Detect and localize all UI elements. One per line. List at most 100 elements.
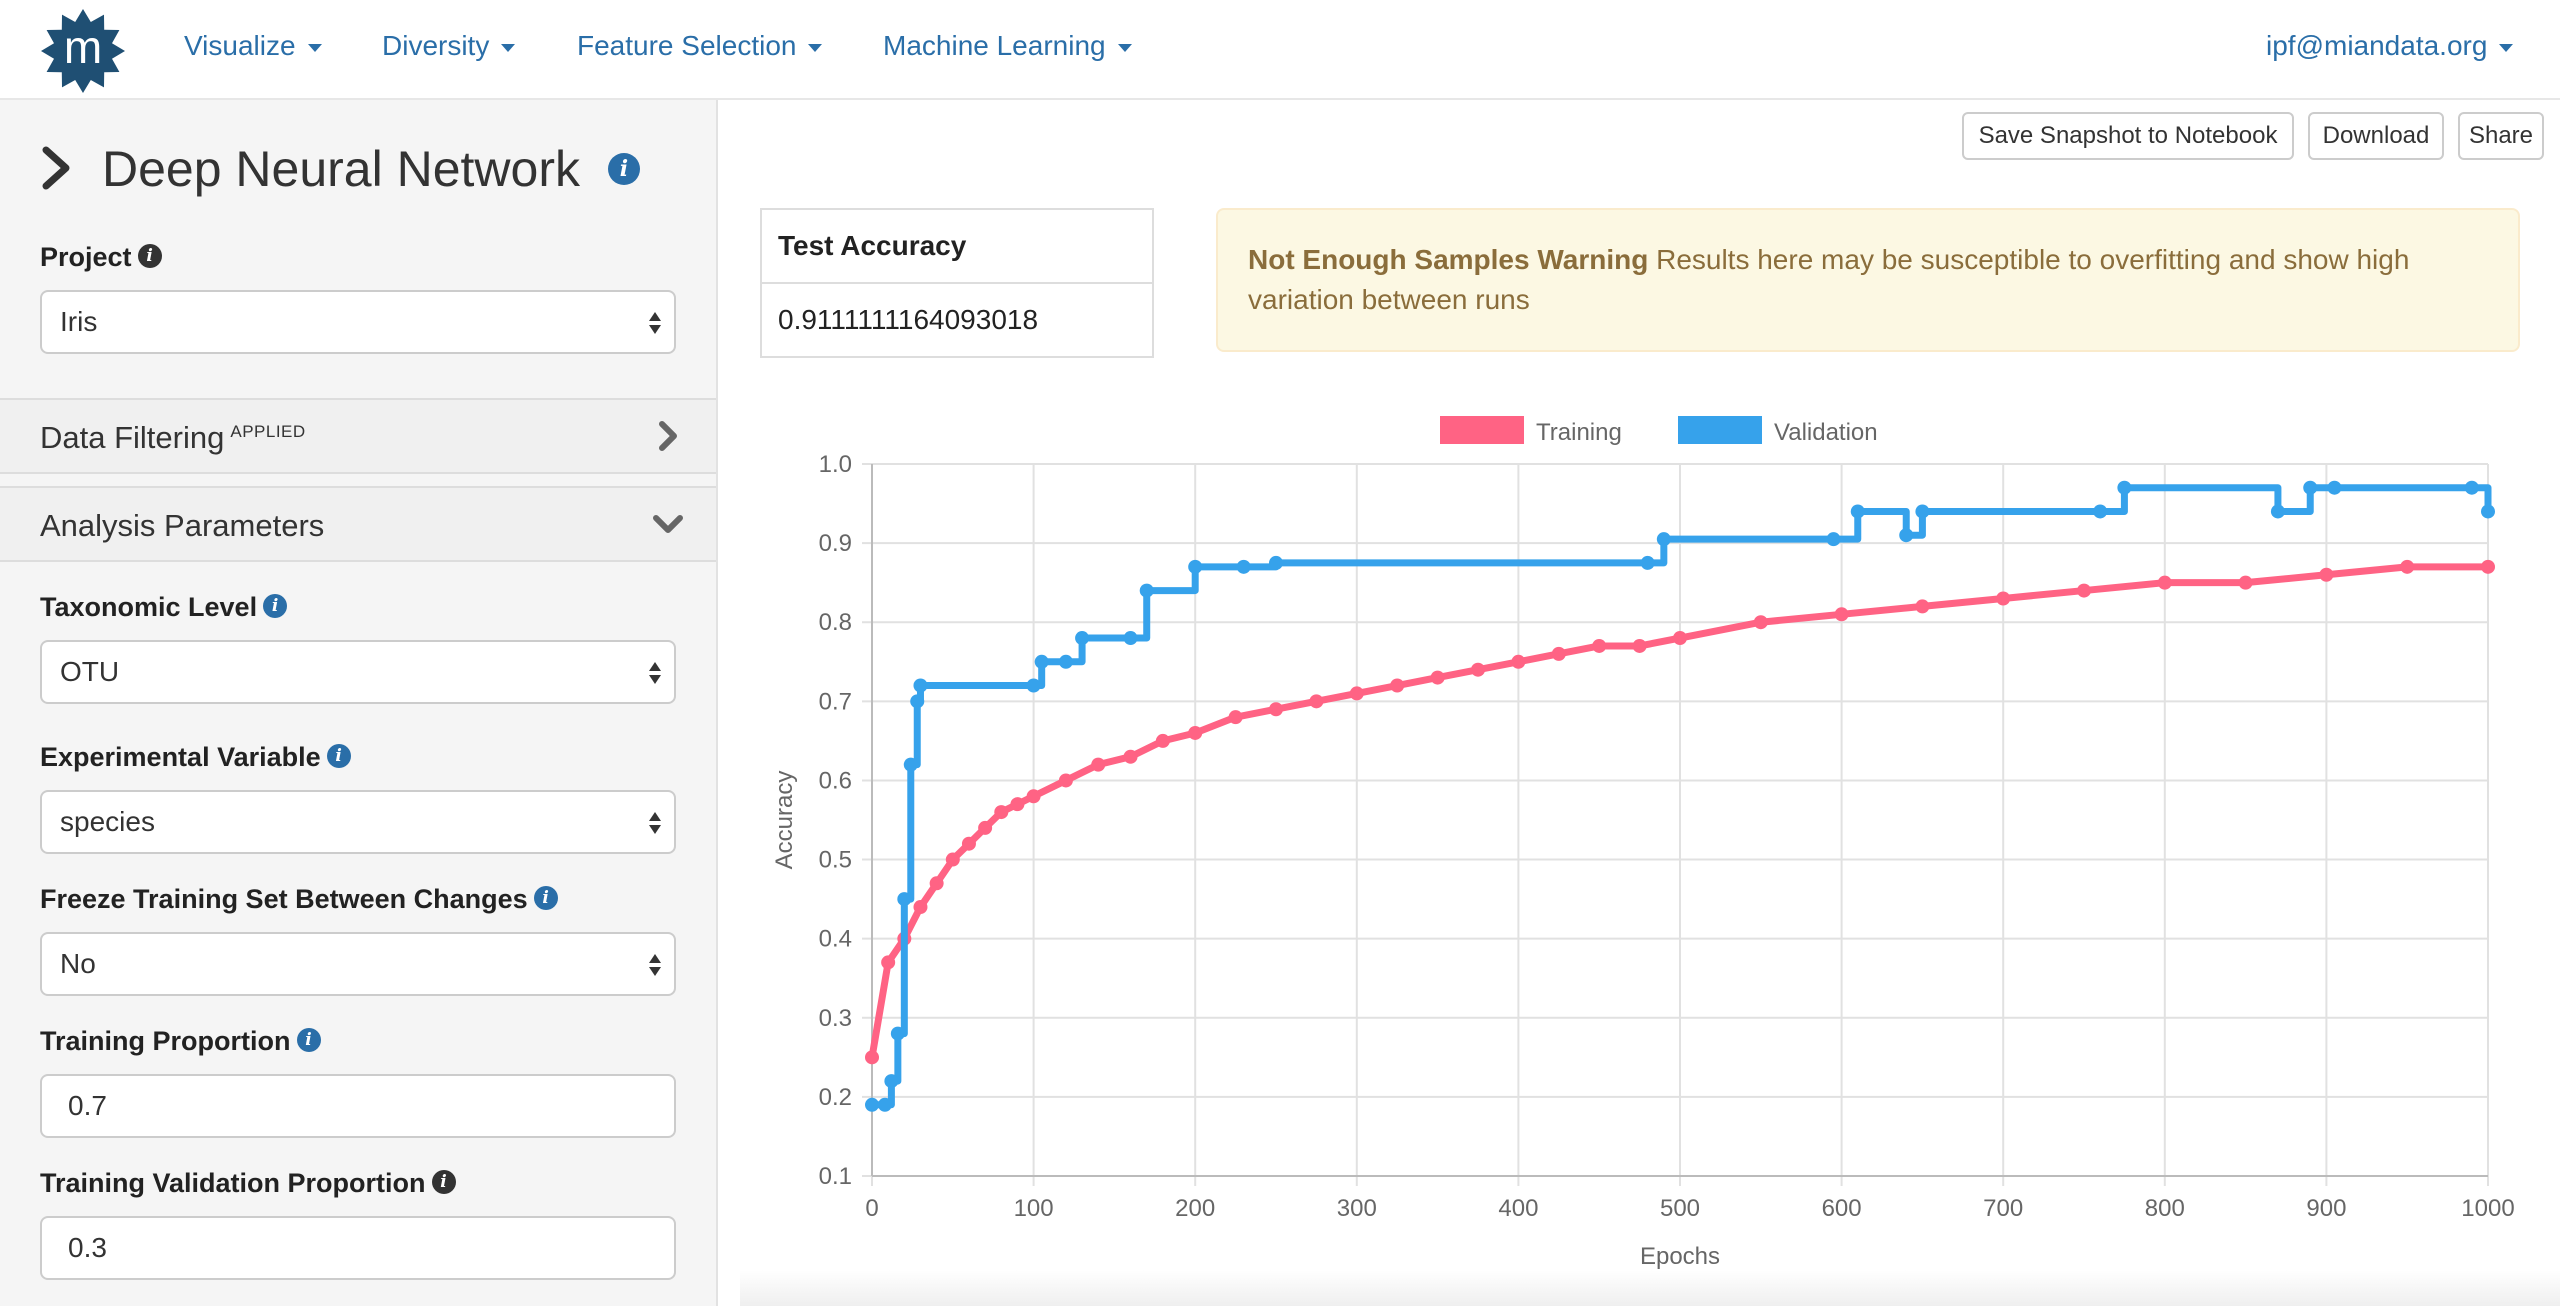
data-point-training xyxy=(1228,710,1243,725)
data-point-training xyxy=(1471,662,1485,677)
data-point-training xyxy=(1010,797,1025,812)
freeze-training-label: Freeze Training Set Between Changes i xyxy=(40,884,558,915)
bottom-shade xyxy=(740,1270,2560,1306)
x-tick-label: 900 xyxy=(2306,1195,2346,1222)
data-point-training xyxy=(865,1050,879,1065)
nav-feature-selection[interactable]: Feature Selection xyxy=(577,30,823,62)
data-filtering-title: Data Filtering APPLIED xyxy=(40,420,306,456)
y-tick-label: 0.7 xyxy=(819,688,852,715)
y-tick-label: 0.8 xyxy=(819,609,852,636)
chevron-down-icon xyxy=(1117,43,1132,52)
project-label: Project i xyxy=(40,242,162,273)
data-point-training xyxy=(1996,591,2011,606)
project-select[interactable]: Iris xyxy=(40,290,676,354)
data-point-validation xyxy=(1123,631,1138,646)
chevron-right-icon[interactable] xyxy=(40,144,72,192)
info-icon[interactable]: i xyxy=(296,1027,321,1052)
series-validation xyxy=(865,480,2495,1112)
accuracy-chart: 0 100 200 300 400 500 600 700 800 900 1000 0.1 0.2 0.… xyxy=(771,416,2515,1270)
training-proportion-input[interactable]: 0.7 xyxy=(40,1074,676,1138)
data-point-validation xyxy=(913,678,928,693)
data-point-training xyxy=(2400,559,2415,574)
warning-text: Results here may be susceptible to overf… xyxy=(1248,244,2410,315)
x-tick-label: 400 xyxy=(1498,1195,1538,1222)
data-point-training xyxy=(1269,702,1283,717)
data-point-validation xyxy=(2303,480,2318,495)
user-menu[interactable]: ipf@miandata.org xyxy=(2266,30,2514,62)
share-button[interactable]: Share xyxy=(2458,112,2544,160)
y-tick-label: 0.9 xyxy=(819,530,852,557)
data-point-validation xyxy=(903,757,918,772)
data-point-validation xyxy=(1269,555,1283,570)
select-arrows-icon xyxy=(649,812,661,834)
experimental-variable-label: Experimental Variable i xyxy=(40,742,351,773)
samples-warning-alert: Not Enough Samples Warning Results here … xyxy=(1216,208,2520,352)
nav-machine-learning-label: Machine Learning xyxy=(883,30,1106,61)
x-tick-label: 0 xyxy=(865,1195,878,1222)
data-point-validation xyxy=(1656,532,1671,547)
save-snapshot-button[interactable]: Save Snapshot to Notebook xyxy=(1962,112,2294,160)
y-tick-label: 0.1 xyxy=(819,1163,852,1190)
data-point-training xyxy=(1188,725,1203,740)
nav-diversity[interactable]: Diversity xyxy=(382,30,516,62)
test-accuracy-header: Test Accuracy xyxy=(760,208,1154,284)
experimental-variable-select[interactable]: species xyxy=(40,790,676,854)
analysis-parameters-panel-header[interactable]: Analysis Parameters xyxy=(0,486,716,562)
data-point-validation xyxy=(897,892,912,907)
info-icon[interactable]: i xyxy=(533,885,558,910)
data-point-training xyxy=(1551,646,1566,661)
data-point-training xyxy=(1026,789,1041,804)
data-point-validation xyxy=(1139,583,1154,598)
training-validation-proportion-input[interactable]: 0.3 xyxy=(40,1216,676,1280)
chevron-right-icon xyxy=(659,421,677,451)
miandata-logo-icon[interactable]: m xyxy=(36,8,130,94)
download-button[interactable]: Download xyxy=(2308,112,2444,160)
experimental-variable-value: species xyxy=(60,806,155,837)
y-tick-label: 0.3 xyxy=(819,1005,852,1032)
data-point-validation xyxy=(1850,504,1865,519)
data-point-training xyxy=(881,955,896,970)
page-title: Deep Neural Network i xyxy=(102,140,640,198)
data-point-training xyxy=(913,900,928,915)
data-point-training xyxy=(1632,638,1647,653)
data-point-validation xyxy=(1826,532,1841,547)
top-navbar: m Visualize Diversity Feature Selection … xyxy=(0,0,2560,100)
training-validation-proportion-label: Training Validation Proportion i xyxy=(40,1168,456,1199)
x-tick-label: 100 xyxy=(1014,1195,1054,1222)
y-axis-title: Accuracy xyxy=(771,771,798,870)
training-proportion-value: 0.7 xyxy=(68,1090,107,1121)
data-point-training xyxy=(1673,631,1687,646)
data-point-training xyxy=(1511,654,1526,669)
project-label-text: Project xyxy=(40,242,132,272)
chevron-down-icon xyxy=(501,43,516,52)
data-point-training xyxy=(1058,773,1073,788)
analysis-parameters-title: Analysis Parameters xyxy=(40,508,325,543)
nav-visualize-label: Visualize xyxy=(184,30,296,61)
freeze-training-select[interactable]: No xyxy=(40,932,676,996)
y-tick-label: 0.4 xyxy=(819,926,852,953)
x-tick-label: 800 xyxy=(2145,1195,2185,1222)
info-icon[interactable]: i xyxy=(326,743,351,768)
data-point-validation xyxy=(1075,631,1090,646)
x-tick-label: 200 xyxy=(1175,1195,1215,1222)
info-icon[interactable]: i xyxy=(137,243,162,268)
info-icon[interactable]: i xyxy=(263,593,288,618)
select-arrows-icon xyxy=(649,662,661,684)
data-point-training xyxy=(1349,686,1364,701)
data-point-training xyxy=(2157,575,2172,590)
nav-machine-learning[interactable]: Machine Learning xyxy=(883,30,1132,62)
data-point-training xyxy=(2319,567,2334,582)
nav-feature-selection-label: Feature Selection xyxy=(577,30,797,61)
data-point-validation xyxy=(2481,504,2495,519)
info-icon[interactable]: i xyxy=(431,1169,456,1194)
test-accuracy-value: 0.9111111164093018 xyxy=(760,282,1154,358)
training-validation-proportion-value: 0.3 xyxy=(68,1232,107,1263)
data-point-training xyxy=(1753,615,1768,630)
data-point-validation xyxy=(2117,480,2132,495)
data-point-validation xyxy=(884,1074,899,1089)
nav-visualize[interactable]: Visualize xyxy=(184,30,322,62)
taxonomic-level-select[interactable]: OTU xyxy=(40,640,676,704)
info-icon[interactable]: i xyxy=(607,152,640,185)
freeze-training-value: No xyxy=(60,948,96,979)
data-filtering-panel-header[interactable]: Data Filtering APPLIED xyxy=(0,398,716,474)
